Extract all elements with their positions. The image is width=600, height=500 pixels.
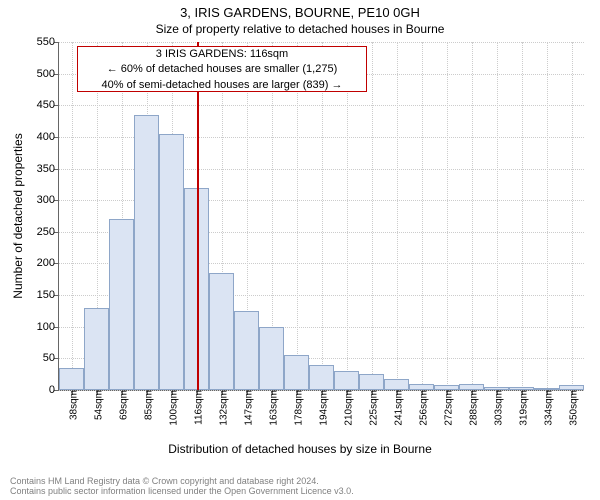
x-tick-label: 69sqm bbox=[114, 390, 129, 420]
y-tick-label: 250 bbox=[37, 226, 59, 238]
annotation-line: ← 60% of detached houses are smaller (1,… bbox=[78, 62, 366, 77]
bar bbox=[109, 219, 134, 390]
bar bbox=[209, 273, 234, 390]
x-tick-label: 132sqm bbox=[214, 390, 229, 426]
annotation-line: 40% of semi-detached houses are larger (… bbox=[78, 78, 366, 93]
x-tick-label: 178sqm bbox=[289, 390, 304, 426]
grid-line-v bbox=[447, 42, 448, 390]
y-tick-label: 400 bbox=[37, 131, 59, 143]
bar bbox=[384, 379, 409, 390]
grid-line-v bbox=[322, 42, 323, 390]
bar bbox=[159, 134, 184, 390]
grid-line-v bbox=[547, 42, 548, 390]
y-tick-label: 150 bbox=[37, 289, 59, 301]
grid-line-v bbox=[397, 42, 398, 390]
y-tick-label: 450 bbox=[37, 99, 59, 111]
x-tick-label: 256sqm bbox=[414, 390, 429, 426]
bar bbox=[59, 368, 84, 390]
y-tick-label: 50 bbox=[43, 352, 59, 364]
grid-line-v bbox=[472, 42, 473, 390]
marker-line bbox=[197, 42, 199, 390]
x-tick-label: 100sqm bbox=[164, 390, 179, 426]
x-tick-label: 194sqm bbox=[314, 390, 329, 426]
grid-line-v bbox=[497, 42, 498, 390]
bar bbox=[434, 385, 459, 390]
x-tick-label: 163sqm bbox=[264, 390, 279, 426]
bar bbox=[534, 388, 559, 390]
bar bbox=[284, 355, 309, 390]
y-tick-label: 550 bbox=[37, 36, 59, 48]
bar bbox=[259, 327, 284, 390]
x-axis-label: Distribution of detached houses by size … bbox=[0, 442, 600, 456]
bar bbox=[234, 311, 259, 390]
chart-container: { "title": "3, IRIS GARDENS, BOURNE, PE1… bbox=[0, 0, 600, 500]
grid-line-v bbox=[297, 42, 298, 390]
bar bbox=[84, 308, 109, 390]
x-tick-label: 319sqm bbox=[514, 390, 529, 426]
footer: Contains HM Land Registry data © Crown c… bbox=[0, 476, 600, 496]
bar bbox=[359, 374, 384, 390]
grid-line-v bbox=[422, 42, 423, 390]
footer-line: Contains HM Land Registry data © Crown c… bbox=[0, 476, 600, 486]
grid-line-v bbox=[572, 42, 573, 390]
chart-subtitle: Size of property relative to detached ho… bbox=[0, 22, 600, 36]
y-tick-label: 500 bbox=[37, 68, 59, 80]
bar bbox=[484, 387, 509, 390]
x-tick-label: 334sqm bbox=[539, 390, 554, 426]
bar bbox=[409, 384, 434, 390]
y-tick-label: 200 bbox=[37, 257, 59, 269]
y-tick-label: 350 bbox=[37, 163, 59, 175]
y-tick-label: 300 bbox=[37, 194, 59, 206]
x-tick-label: 210sqm bbox=[339, 390, 354, 426]
x-tick-label: 241sqm bbox=[389, 390, 404, 426]
x-tick-label: 225sqm bbox=[364, 390, 379, 426]
annotation-line: 3 IRIS GARDENS: 116sqm bbox=[78, 47, 366, 62]
bar bbox=[559, 385, 584, 390]
x-tick-label: 54sqm bbox=[89, 390, 104, 420]
grid-line-v bbox=[72, 42, 73, 390]
bar bbox=[134, 115, 159, 390]
x-tick-label: 350sqm bbox=[564, 390, 579, 426]
grid-line-v bbox=[522, 42, 523, 390]
plot-area: 05010015020025030035040045050055038sqm54… bbox=[58, 42, 584, 391]
x-tick-label: 38sqm bbox=[64, 390, 79, 420]
bar bbox=[334, 371, 359, 390]
grid-line-v bbox=[347, 42, 348, 390]
bar bbox=[309, 365, 334, 390]
bar bbox=[509, 387, 534, 390]
x-tick-label: 303sqm bbox=[489, 390, 504, 426]
footer-line: Contains public sector information licen… bbox=[0, 486, 600, 496]
y-tick-label: 100 bbox=[37, 321, 59, 333]
grid-line-v bbox=[372, 42, 373, 390]
x-tick-label: 85sqm bbox=[139, 390, 154, 420]
x-tick-label: 147sqm bbox=[239, 390, 254, 426]
x-tick-label: 116sqm bbox=[189, 390, 204, 425]
chart-title: 3, IRIS GARDENS, BOURNE, PE10 0GH bbox=[0, 5, 600, 20]
annotation-box: 3 IRIS GARDENS: 116sqm← 60% of detached … bbox=[77, 46, 367, 92]
x-tick-label: 272sqm bbox=[439, 390, 454, 426]
bar bbox=[459, 384, 484, 390]
y-axis-label: Number of detached properties bbox=[11, 133, 25, 298]
y-tick-label: 0 bbox=[49, 384, 59, 396]
x-tick-label: 288sqm bbox=[464, 390, 479, 426]
